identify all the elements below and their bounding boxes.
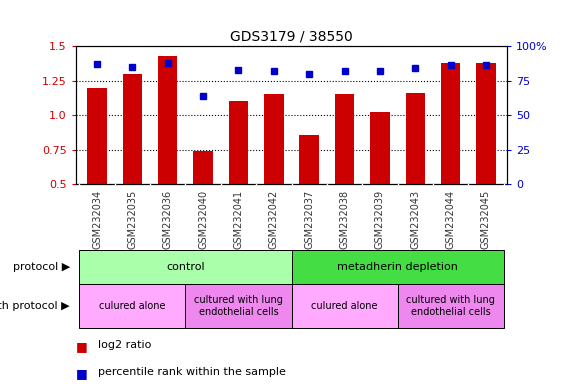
Text: GSM232045: GSM232045	[481, 190, 491, 249]
Bar	[441, 63, 461, 184]
Text: ■: ■	[76, 340, 92, 353]
Text: percentile rank within the sample: percentile rank within the sample	[98, 367, 286, 377]
Bar	[122, 74, 142, 184]
Bar	[185, 284, 292, 328]
Text: log2 ratio: log2 ratio	[98, 340, 152, 350]
Text: GSM232037: GSM232037	[304, 190, 314, 249]
Text: GSM232043: GSM232043	[410, 190, 420, 249]
Text: GSM232044: GSM232044	[445, 190, 456, 249]
Text: GSM232034: GSM232034	[92, 190, 102, 249]
Text: GSM232040: GSM232040	[198, 190, 208, 249]
Text: GSM232038: GSM232038	[339, 190, 350, 249]
Text: GSM232036: GSM232036	[163, 190, 173, 249]
Text: GSM232041: GSM232041	[233, 190, 244, 249]
Bar	[229, 101, 248, 184]
Text: growth protocol ▶: growth protocol ▶	[0, 301, 70, 311]
Bar	[406, 93, 425, 184]
Bar	[264, 94, 283, 184]
Text: cultured with lung
endothelial cells: cultured with lung endothelial cells	[194, 295, 283, 317]
Bar	[158, 56, 177, 184]
Title: GDS3179 / 38550: GDS3179 / 38550	[230, 30, 353, 43]
Bar	[194, 151, 213, 184]
Text: culured alone: culured alone	[311, 301, 378, 311]
Bar	[476, 63, 496, 184]
Text: protocol ▶: protocol ▶	[13, 262, 70, 272]
Text: culured alone: culured alone	[99, 301, 166, 311]
Bar	[398, 284, 504, 328]
Bar	[79, 284, 185, 328]
Bar	[79, 250, 292, 284]
Bar	[292, 284, 398, 328]
Text: GSM232042: GSM232042	[269, 190, 279, 249]
Text: GSM232035: GSM232035	[127, 190, 138, 249]
Text: control: control	[166, 262, 205, 272]
Bar	[370, 113, 389, 184]
Text: cultured with lung
endothelial cells: cultured with lung endothelial cells	[406, 295, 495, 317]
Bar	[87, 88, 107, 184]
Bar	[335, 94, 354, 184]
Text: GSM232039: GSM232039	[375, 190, 385, 249]
Bar	[300, 134, 319, 184]
Text: ■: ■	[76, 367, 92, 380]
Bar	[292, 250, 504, 284]
Text: metadherin depletion: metadherin depletion	[337, 262, 458, 272]
